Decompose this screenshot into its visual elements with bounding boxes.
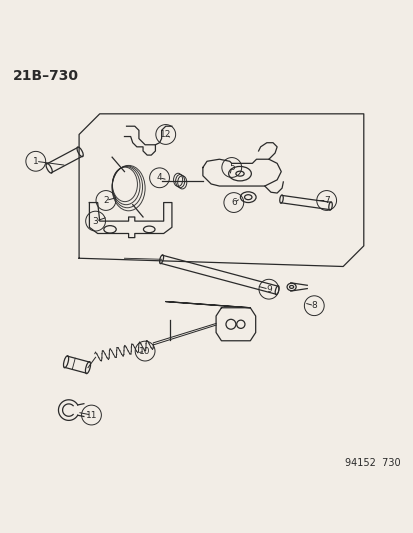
Text: 7: 7 [323,196,329,205]
Text: 8: 8 [311,301,316,310]
Text: 1: 1 [33,157,38,166]
Text: 12: 12 [160,130,171,139]
Text: 94152  730: 94152 730 [344,458,400,468]
Text: 4: 4 [157,173,162,182]
Text: 9: 9 [266,285,271,294]
Text: 5: 5 [228,163,234,172]
Text: 6: 6 [230,198,236,207]
Text: 10: 10 [139,346,150,356]
Text: 11: 11 [85,410,97,419]
Text: 21B–730: 21B–730 [13,69,79,83]
Text: 2: 2 [103,196,109,205]
Text: 3: 3 [93,216,98,225]
